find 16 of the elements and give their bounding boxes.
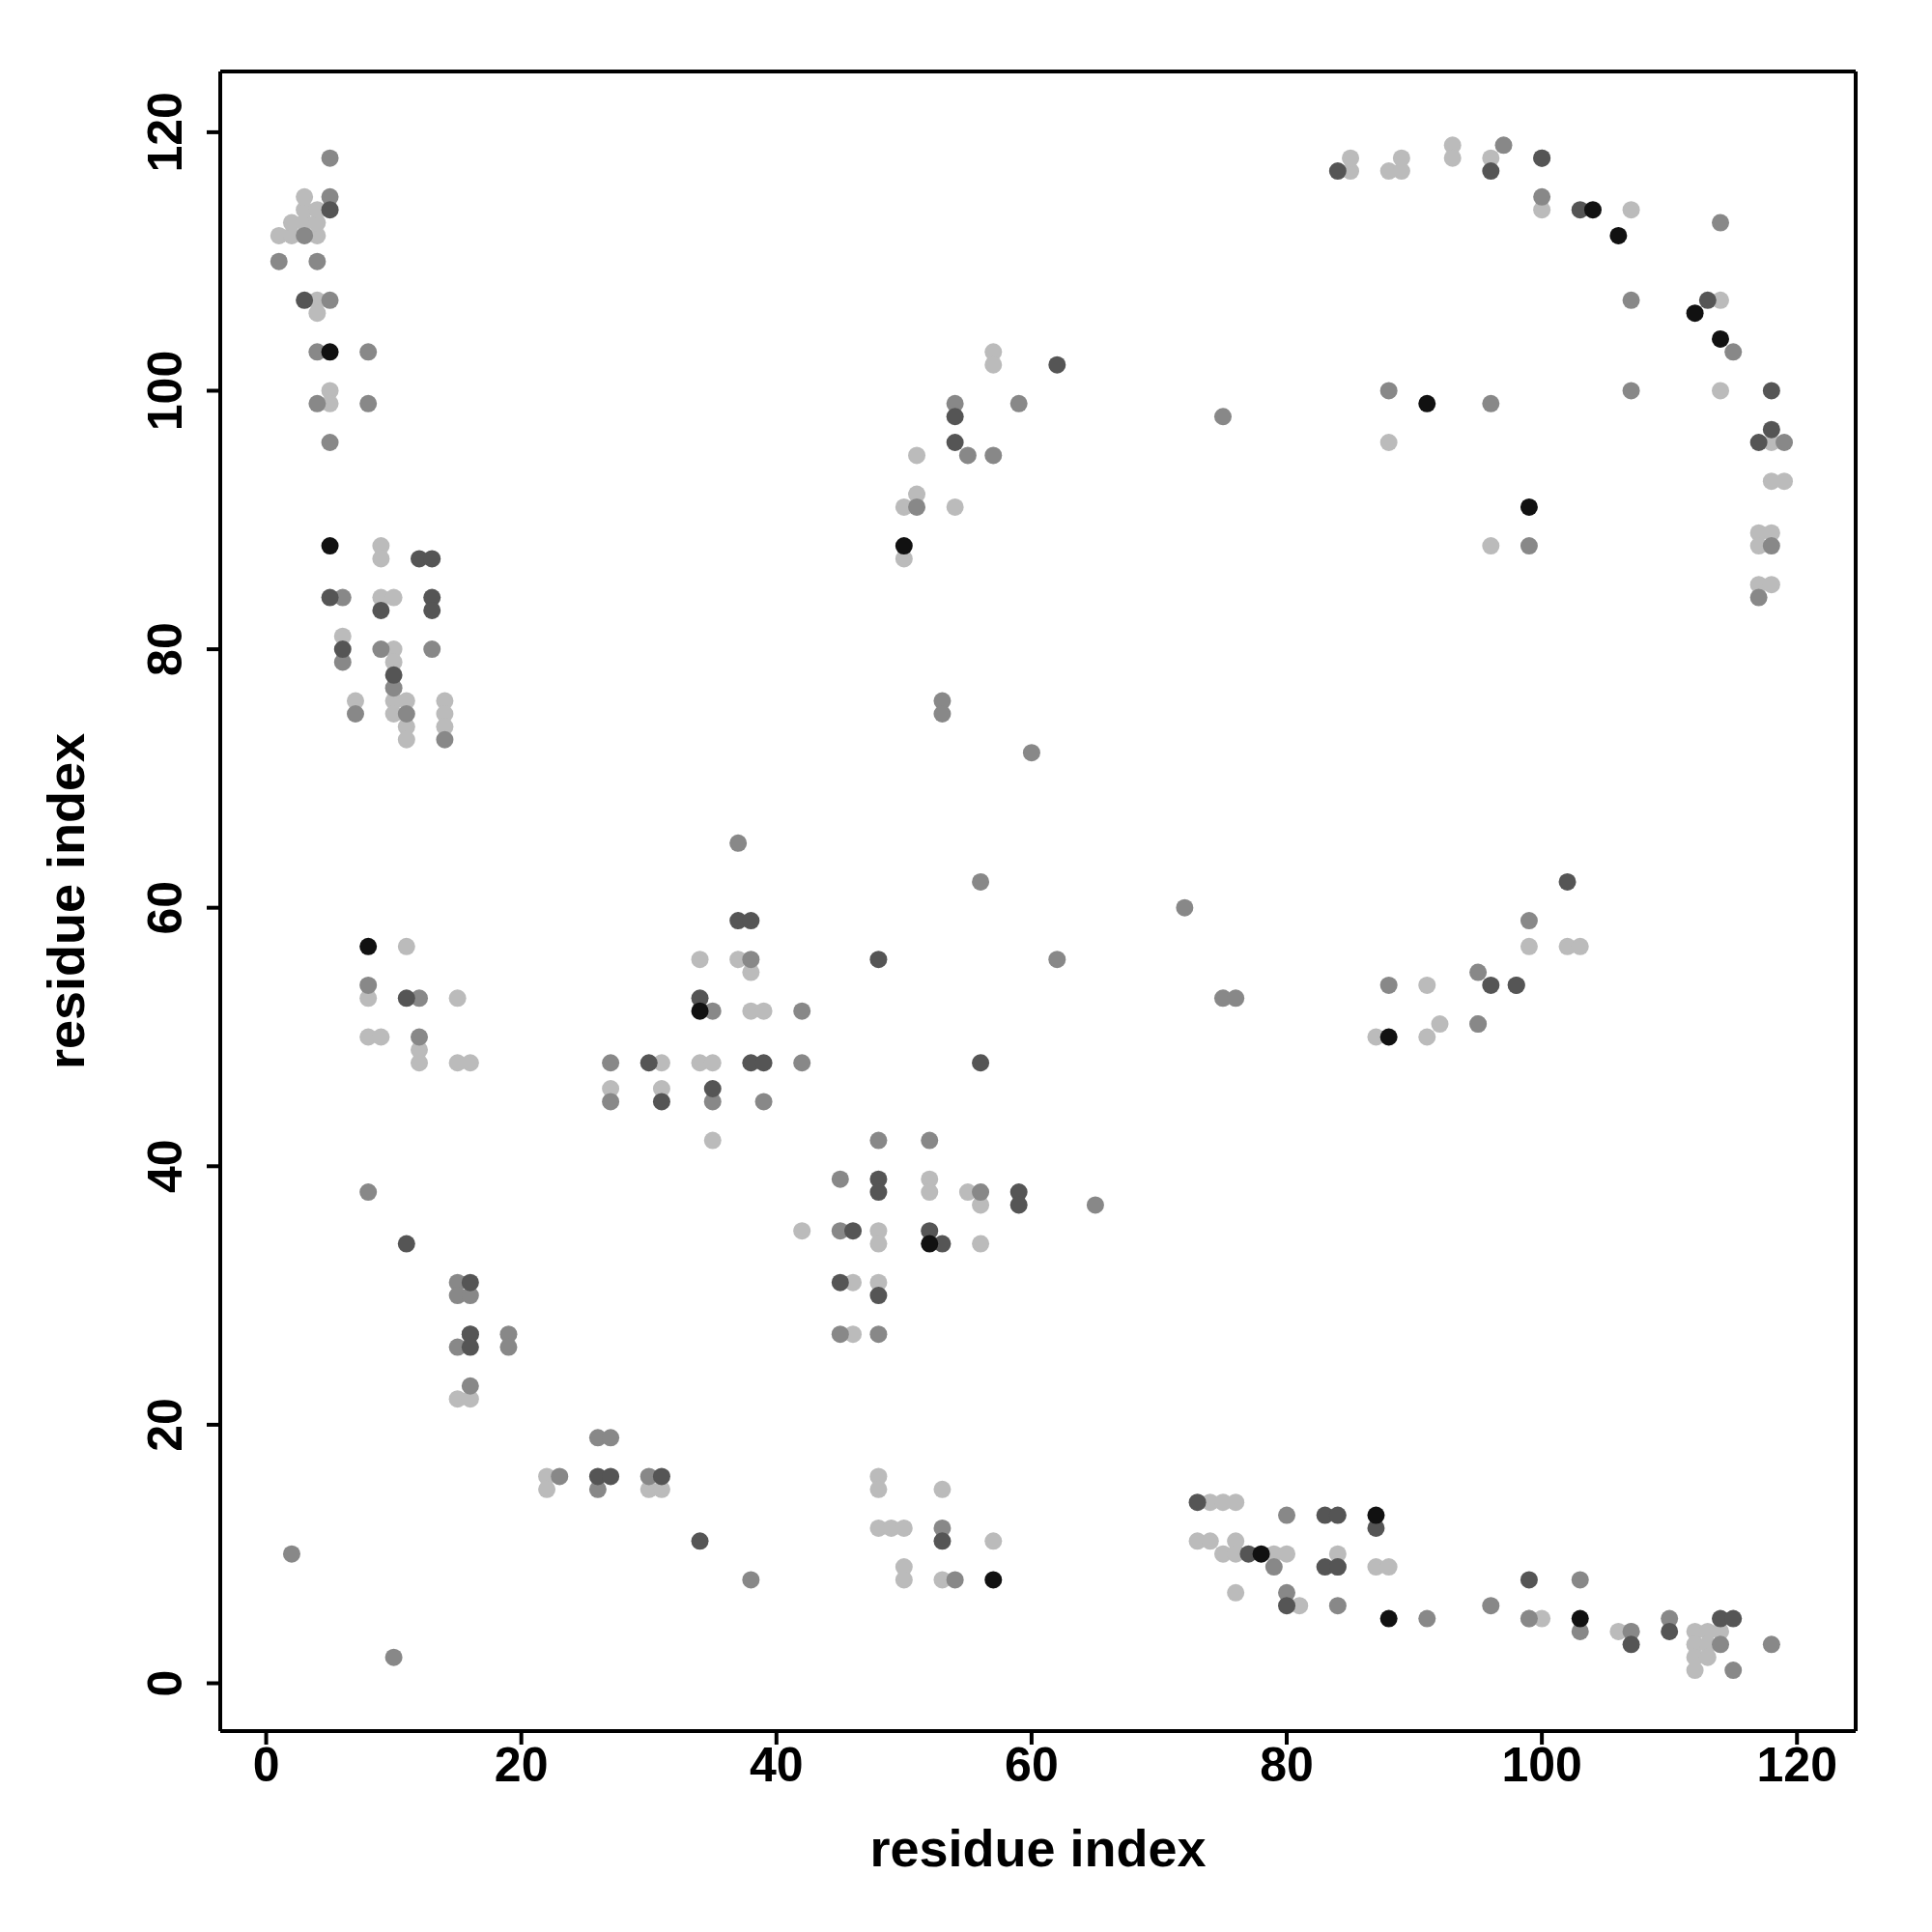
- y-tick-label: 100: [138, 350, 192, 432]
- x-tick-label: 80: [1260, 1737, 1314, 1792]
- x-tick-label: 0: [252, 1737, 280, 1792]
- y-tick-label: 20: [138, 1398, 192, 1452]
- y-tick-label: 40: [138, 1139, 192, 1194]
- x-tick-label: 100: [1501, 1737, 1582, 1792]
- y-tick-label: 60: [138, 880, 192, 935]
- x-tick-label: 120: [1756, 1737, 1837, 1792]
- y-tick-label: 0: [138, 1669, 192, 1697]
- y-axis-title: residue index: [37, 732, 96, 1070]
- x-tick-label: 20: [494, 1737, 549, 1792]
- y-tick-label: 120: [138, 92, 192, 173]
- x-axis-title: residue index: [869, 1819, 1207, 1877]
- x-tick-label: 40: [749, 1737, 804, 1792]
- x-tick-label: 60: [1005, 1737, 1059, 1792]
- y-tick-label: 80: [138, 622, 192, 676]
